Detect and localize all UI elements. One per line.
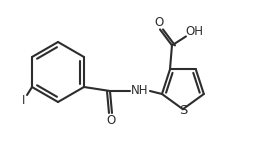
Text: NH: NH — [131, 85, 149, 98]
Text: I: I — [22, 95, 26, 108]
Text: S: S — [179, 104, 187, 117]
Text: O: O — [154, 16, 164, 29]
Text: O: O — [106, 114, 116, 127]
Text: OH: OH — [185, 25, 203, 38]
